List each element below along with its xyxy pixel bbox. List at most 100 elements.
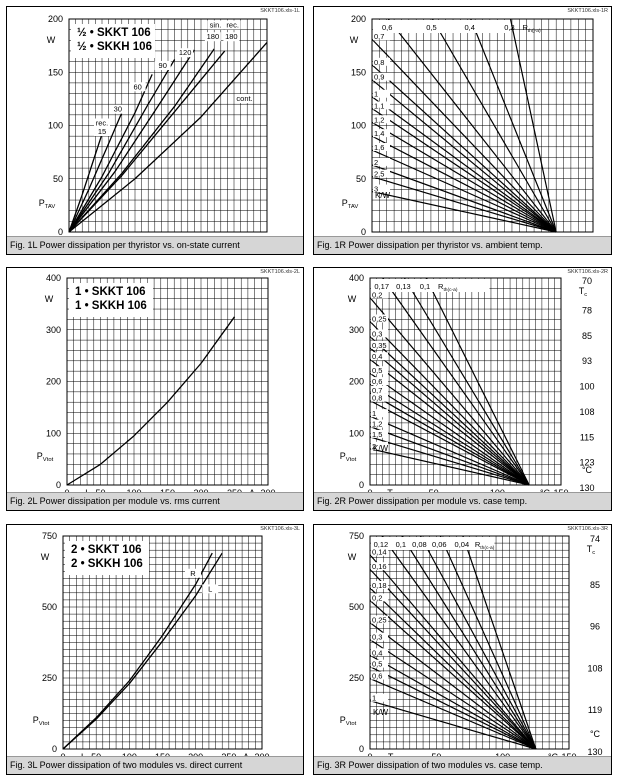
legend-box bbox=[69, 283, 153, 317]
resistance-line bbox=[369, 568, 537, 750]
data-label-bg bbox=[202, 584, 219, 594]
left-label-bg bbox=[373, 72, 390, 81]
y-unit: W bbox=[45, 294, 54, 304]
resistance-label: 1 bbox=[372, 694, 376, 703]
y-tick-label: 200 bbox=[349, 377, 364, 387]
resistance-label: 0,17 bbox=[374, 282, 389, 291]
resistance-label: 0,3 bbox=[372, 329, 382, 338]
resistance-label: 3 bbox=[374, 185, 378, 194]
right-scale-label: 130 bbox=[587, 747, 602, 757]
y-tick-label: 250 bbox=[349, 673, 364, 683]
left-label-bg bbox=[371, 385, 388, 394]
left-label-bg bbox=[373, 115, 390, 124]
plot-frame bbox=[369, 535, 570, 750]
resistance-label: 0,35 bbox=[372, 341, 387, 350]
data-label: 90 bbox=[159, 61, 167, 70]
resistance-label: 1,1 bbox=[374, 101, 384, 110]
panel-2R: 0501001500100200300400WPVtotTa°C0,170,13… bbox=[313, 267, 612, 511]
resistance-label: 0,1 bbox=[396, 540, 406, 549]
y-tick-label: 150 bbox=[351, 67, 366, 77]
left-label-bg bbox=[373, 101, 390, 110]
resistance-label: 0,7 bbox=[374, 32, 384, 41]
resistance-line bbox=[369, 700, 537, 750]
top-label-bg bbox=[371, 279, 490, 292]
panel-3L: 0501001502002503000250500750WPVtotIDA2 •… bbox=[6, 524, 304, 775]
resistance-line bbox=[462, 535, 537, 750]
data-label: 30 bbox=[114, 105, 122, 114]
data-label: rec. bbox=[96, 119, 109, 128]
top-label-bg bbox=[371, 537, 495, 550]
y-tick-label: 400 bbox=[349, 273, 364, 283]
plot-frame bbox=[369, 277, 562, 486]
y-tick-label: 300 bbox=[349, 325, 364, 335]
resistance-line bbox=[369, 383, 530, 486]
resistance-label: 0,4 bbox=[464, 23, 474, 32]
resistance-label: 0,04 bbox=[455, 540, 470, 549]
caption: Fig. 2L Power dissipation per module vs.… bbox=[7, 492, 303, 510]
y-axis-label: PVtot bbox=[37, 451, 54, 463]
legend-entry: ½ • SKKT 106 bbox=[77, 27, 151, 39]
resistance-line bbox=[369, 372, 530, 486]
panel-1L: 0255075100125150050100150200WPTAVITAVA½ … bbox=[6, 6, 304, 255]
right-scale-label: 93 bbox=[582, 356, 592, 366]
left-label-bg bbox=[371, 409, 388, 418]
series-line bbox=[66, 316, 236, 486]
resistance-line bbox=[381, 535, 537, 750]
y-unit: W bbox=[41, 552, 50, 562]
left-label-bg bbox=[371, 352, 388, 361]
plot-frame bbox=[66, 277, 269, 486]
resistance-line bbox=[369, 321, 530, 486]
y-tick-label: 100 bbox=[349, 428, 364, 438]
resistance-unit: K/W bbox=[375, 191, 391, 200]
resistance-line bbox=[369, 436, 530, 486]
resistance-line bbox=[369, 400, 530, 486]
right-scale-label: 70 bbox=[582, 276, 592, 286]
resistance-label: 1,5 bbox=[372, 430, 382, 439]
resistance-label: 0,14 bbox=[372, 548, 387, 557]
left-label-bg bbox=[371, 290, 388, 299]
caption: Fig. 3L Power dissipation of two modules… bbox=[7, 756, 303, 774]
resistance-line bbox=[369, 347, 530, 486]
resistance-line bbox=[509, 18, 557, 233]
legend-box bbox=[71, 24, 155, 58]
resistance-line bbox=[371, 149, 557, 233]
legend-box bbox=[65, 541, 149, 575]
left-label-bg bbox=[371, 429, 388, 438]
y-tick-label: 500 bbox=[42, 602, 57, 612]
resistance-title: Rth(j-a) bbox=[522, 23, 540, 34]
series-line bbox=[68, 41, 268, 233]
resistance-label: 0,18 bbox=[372, 581, 387, 590]
resistance-line bbox=[371, 64, 557, 233]
resistance-line bbox=[369, 448, 530, 486]
chart-2L: 0501001502002503000100200300400WPVtotIRM… bbox=[37, 273, 276, 500]
y-tick-label: 0 bbox=[359, 480, 364, 490]
right-scale-label: 85 bbox=[582, 331, 592, 341]
resistance-label: 0,2 bbox=[372, 291, 382, 300]
y-tick-label: 200 bbox=[46, 377, 61, 387]
series-line bbox=[68, 48, 215, 233]
resistance-line bbox=[371, 164, 557, 233]
right-scale-label: 130 bbox=[579, 483, 594, 493]
resistance-label: 2 bbox=[372, 442, 376, 451]
resistance-label: 0,3 bbox=[504, 23, 514, 32]
series-line bbox=[68, 59, 176, 233]
chart-3L: 0501001502002503000250500750WPVtotIDA2 •… bbox=[33, 531, 270, 764]
resistance-label: 0,6 bbox=[372, 672, 382, 681]
resistance-label: 0,4 bbox=[372, 352, 382, 361]
legend-entry: 1 • SKKH 106 bbox=[75, 300, 147, 312]
resistance-line bbox=[369, 425, 530, 486]
resistance-line bbox=[369, 639, 537, 750]
resistance-label: 0,06 bbox=[432, 540, 447, 549]
panel-1R: 050100150050100150200WPTAVTa°C0,60,50,40… bbox=[313, 6, 612, 255]
data-label: cont. bbox=[236, 94, 252, 103]
resistance-line bbox=[371, 96, 557, 233]
left-label-bg bbox=[371, 671, 388, 680]
y-tick-label: 50 bbox=[53, 174, 63, 184]
chart-1R: 050100150050100150200WPTAVTa°C0,60,50,40… bbox=[342, 14, 601, 247]
data-label-bg bbox=[224, 20, 241, 30]
resistance-line bbox=[369, 587, 537, 750]
data-label-bg bbox=[236, 94, 253, 104]
left-label-bg bbox=[373, 142, 390, 151]
y-tick-label: 100 bbox=[48, 121, 63, 131]
right-scale-label: 100 bbox=[579, 382, 594, 392]
